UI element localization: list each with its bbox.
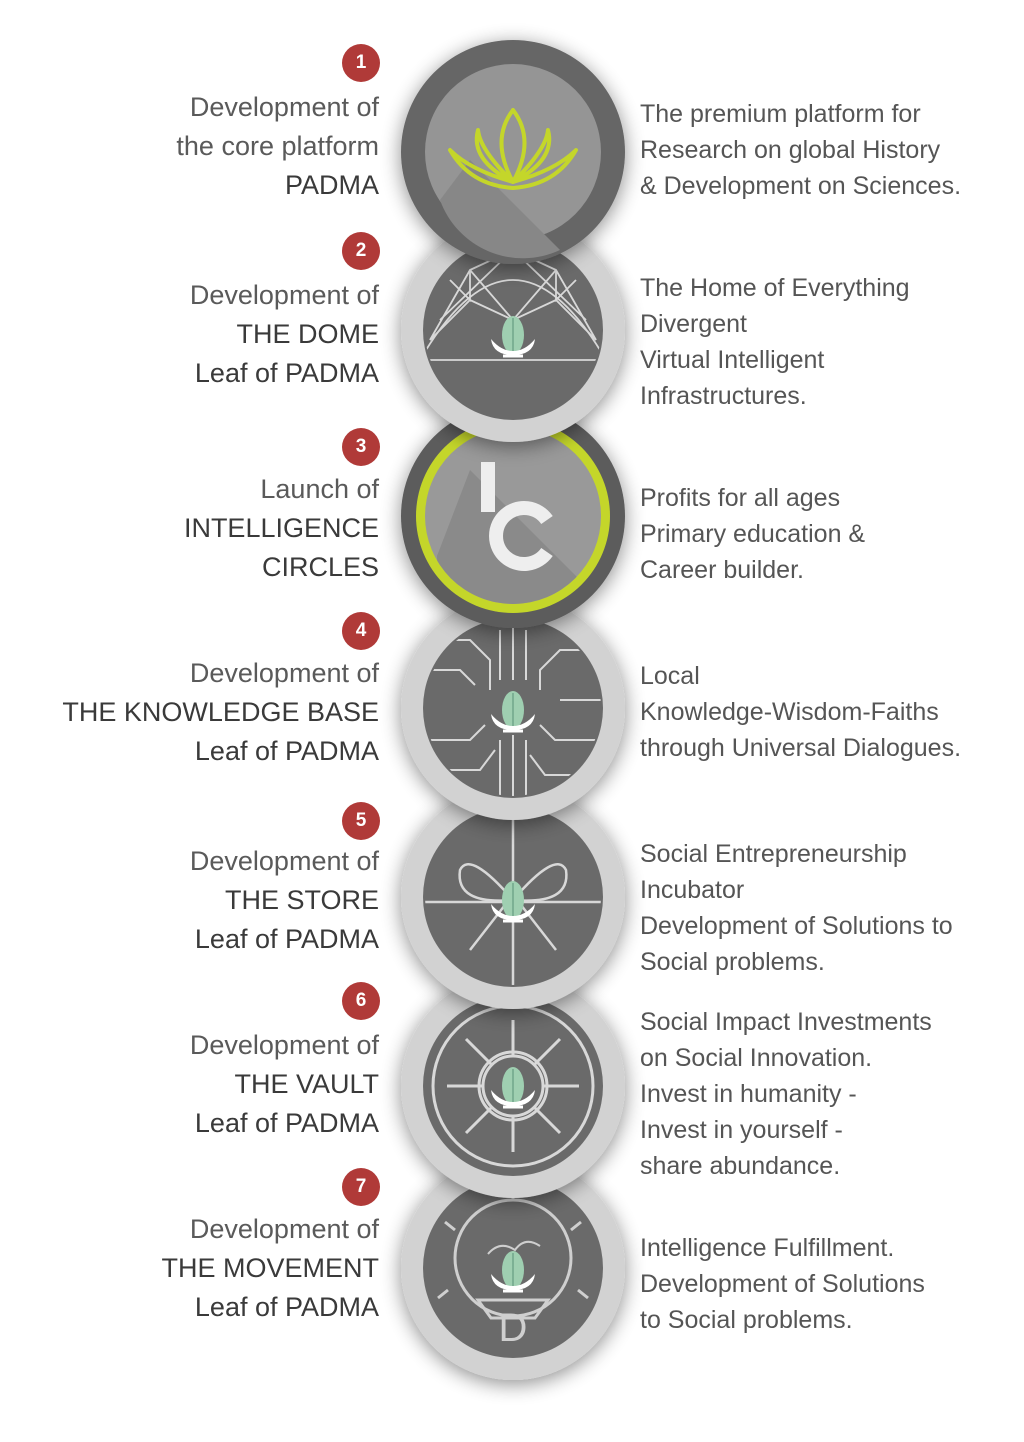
title-line: THE MOVEMENT bbox=[161, 1253, 379, 1283]
step-6-title: Development of THE VAULT Leaf of PADMA bbox=[0, 1026, 379, 1143]
description-line: The Home of Everything bbox=[640, 274, 910, 302]
step-4-title: Development of THE KNOWLEDGE BASE Leaf o… bbox=[0, 654, 379, 771]
lotus-icon bbox=[448, 108, 578, 190]
disc-store bbox=[401, 785, 625, 1009]
step-number-badge: 5 bbox=[342, 802, 380, 840]
description-line: to Social problems. bbox=[640, 1306, 853, 1334]
description-line: Primary education & bbox=[640, 520, 866, 548]
step-6-description: Social Impact Investments on Social Inno… bbox=[640, 1004, 1020, 1184]
description-line: Virtual Intelligent bbox=[640, 346, 825, 374]
title-line: Development of bbox=[189, 92, 379, 122]
disc-knowledge-base bbox=[401, 596, 625, 820]
title-line: Launch of bbox=[260, 474, 379, 504]
description-line: Divergent bbox=[640, 310, 747, 338]
ic-monogram-icon bbox=[481, 462, 553, 571]
description-line: Development of Solutions to bbox=[640, 912, 953, 940]
step-5-title: Development of THE STORE Leaf of PADMA bbox=[0, 842, 379, 959]
description-line: Social Impact Investments bbox=[640, 1008, 932, 1036]
title-line: Development of bbox=[189, 658, 379, 688]
description-line: Invest in yourself - bbox=[640, 1116, 843, 1144]
title-line: Development of bbox=[189, 846, 379, 876]
step-number-badge: 4 bbox=[342, 612, 380, 650]
description-line: & Development on Sciences. bbox=[640, 172, 962, 200]
step-number-badge: 2 bbox=[342, 232, 380, 270]
step-2-title: Development of THE DOME Leaf of PADMA bbox=[0, 276, 379, 393]
description-line: Profits for all ages bbox=[640, 484, 841, 512]
description-line: The premium platform for bbox=[640, 100, 921, 128]
step-number-badge: 3 bbox=[342, 428, 380, 466]
disc-dome bbox=[401, 218, 625, 442]
title-line: THE STORE bbox=[224, 885, 379, 915]
movement-monogram: D bbox=[498, 1306, 528, 1350]
description-line: Knowledge-Wisdom-Faiths bbox=[640, 698, 939, 726]
step-7-title: Development of THE MOVEMENT Leaf of PADM… bbox=[0, 1210, 379, 1327]
step-2-description: The Home of Everything Divergent Virtual… bbox=[640, 270, 1020, 414]
title-line: Leaf of PADMA bbox=[194, 358, 379, 388]
disc-movement bbox=[401, 1156, 625, 1380]
step-5-description: Social Entrepreneurship Incubator Develo… bbox=[640, 836, 1020, 980]
description-line: Incubator bbox=[640, 876, 745, 904]
title-line: Leaf of PADMA bbox=[194, 924, 379, 954]
description-line: on Social Innovation. bbox=[640, 1044, 873, 1072]
title-line: THE VAULT bbox=[234, 1069, 379, 1099]
description-line: Development of Solutions bbox=[640, 1270, 925, 1298]
title-line: Development of bbox=[189, 280, 379, 310]
description-line: Infrastructures. bbox=[640, 382, 807, 410]
title-line: the core platform bbox=[176, 131, 379, 161]
description-line: Local bbox=[640, 662, 700, 690]
title-line: Development of bbox=[189, 1030, 379, 1060]
description-line: through Universal Dialogues. bbox=[640, 734, 962, 762]
title-line: CIRCLES bbox=[261, 552, 379, 582]
description-line: Research on global History bbox=[640, 136, 941, 164]
disc-padma bbox=[401, 40, 625, 264]
step-7-description: Intelligence Fulfillment. Development of… bbox=[640, 1230, 1020, 1338]
title-line: PADMA bbox=[284, 170, 379, 200]
title-line: INTELLIGENCE bbox=[183, 513, 379, 543]
title-line: Development of bbox=[189, 1214, 379, 1244]
description-line: Career builder. bbox=[640, 556, 804, 584]
disc-intelligence-circles bbox=[401, 404, 625, 628]
title-line: THE DOME bbox=[236, 319, 379, 349]
step-number-badge: 6 bbox=[342, 982, 380, 1020]
title-line: THE KNOWLEDGE BASE bbox=[62, 697, 379, 727]
description-line: share abundance. bbox=[640, 1152, 841, 1180]
description-line: Invest in humanity - bbox=[640, 1080, 857, 1108]
title-line: Leaf of PADMA bbox=[194, 1292, 379, 1322]
description-line: Intelligence Fulfillment. bbox=[640, 1234, 895, 1262]
step-3-description: Profits for all ages Primary education &… bbox=[640, 480, 1020, 588]
step-3-title: Launch of INTELLIGENCE CIRCLES bbox=[0, 470, 379, 587]
step-1-description: The premium platform for Research on glo… bbox=[640, 96, 1020, 204]
step-number-badge: 1 bbox=[342, 44, 380, 82]
title-line: Leaf of PADMA bbox=[194, 736, 379, 766]
step-4-description: Local Knowledge-Wisdom-Faiths through Un… bbox=[640, 658, 1020, 766]
step-1-title: Development of the core platform PADMA bbox=[0, 88, 379, 205]
step-number-badge: 7 bbox=[342, 1168, 380, 1206]
description-line: Social Entrepreneurship bbox=[640, 840, 907, 868]
description-line: Social problems. bbox=[640, 948, 825, 976]
title-line: Leaf of PADMA bbox=[194, 1108, 379, 1138]
